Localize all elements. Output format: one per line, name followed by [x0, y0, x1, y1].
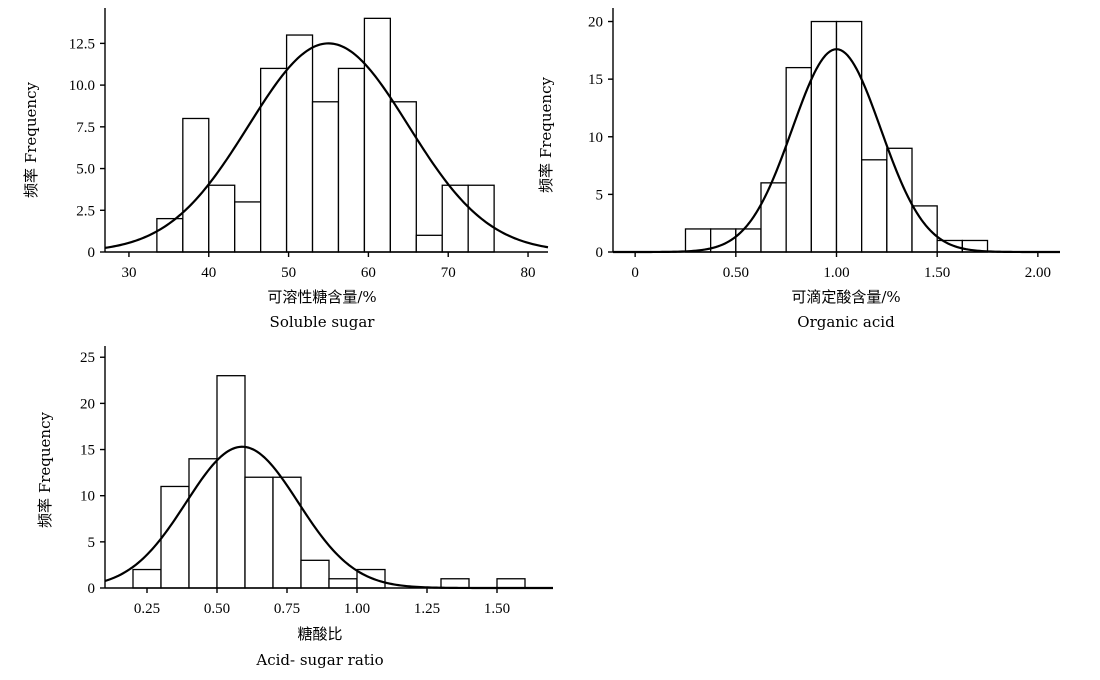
organic-acid-x-axis-label-cn: 可滴定酸含量/%	[791, 288, 900, 306]
acid-sugar-ratio-x-axis-label-en: Acid- sugar ratio	[255, 651, 383, 669]
acid-sugar-ratio-bar	[132, 568, 162, 589]
soluble-sugar-bar	[208, 184, 236, 253]
organic-acid-x-axis-label-en: Organic acid	[797, 313, 895, 331]
acid-sugar-ratio-y-tick-label: 5	[88, 535, 96, 551]
soluble-sugar-x-axis-label-en: Soluble sugar	[270, 313, 376, 331]
acid-sugar-ratio-x-tick-label: 1.50	[484, 601, 510, 617]
acid-sugar-ratio-x-axis-label-cn: 糖酸比	[297, 625, 342, 643]
acid-sugar-ratio-bar	[160, 485, 190, 589]
histogram-soluble-sugar: 0 2.5 5.0 7.5 10.0 12.5 30 40 50 60 70 80 频率 Frequen…	[22, 8, 549, 331]
soluble-sugar-y-axis-label: 频率 Frequency	[22, 82, 40, 198]
organic-acid-y-tick-label: 5	[596, 187, 604, 203]
acid-sugar-ratio-x-tick-label: 1.00	[344, 601, 370, 617]
soluble-sugar-normal-curve	[104, 42, 549, 249]
soluble-sugar-y-tick-label: 10.0	[69, 78, 95, 94]
soluble-sugar-bar	[285, 34, 314, 253]
acid-sugar-ratio-bar	[440, 578, 470, 589]
soluble-sugar-x-tick-label: 80	[521, 265, 536, 281]
soluble-sugar-bar	[389, 101, 417, 253]
acid-sugar-ratio-x-tick-label: 1.25	[414, 601, 440, 617]
soluble-sugar-x-tick-label: 30	[121, 265, 136, 281]
soluble-sugar-y-tick-label: 2.5	[76, 203, 95, 219]
organic-acid-x-tick-label: 0	[631, 265, 639, 281]
organic-acid-y-tick-label: 10	[588, 130, 603, 146]
organic-acid-normal-curve	[613, 48, 1060, 254]
acid-sugar-ratio-bar	[272, 476, 302, 589]
acid-sugar-ratio-bar	[188, 458, 218, 589]
soluble-sugar-bar	[234, 201, 262, 253]
acid-sugar-ratio-y-tick-label: 0	[88, 581, 96, 597]
soluble-sugar-x-tick-label: 70	[441, 265, 456, 281]
acid-sugar-ratio-bar	[328, 578, 358, 589]
acid-sugar-ratio-bar	[244, 476, 274, 589]
organic-acid-bar	[810, 20, 838, 253]
organic-acid-y-tick-label: 15	[588, 72, 603, 88]
acid-sugar-ratio-bar	[216, 375, 246, 589]
acid-sugar-ratio-x-tick-label: 0.75	[274, 601, 300, 617]
soluble-sugar-x-tick-label: 60	[361, 265, 376, 281]
acid-sugar-ratio-x-tick-label: 0.50	[204, 601, 230, 617]
organic-acid-bar	[760, 182, 787, 253]
acid-sugar-ratio-y-tick-label: 20	[80, 396, 95, 412]
organic-acid-y-tick-label: 20	[588, 15, 603, 31]
acid-sugar-ratio-bar	[300, 559, 330, 589]
organic-acid-x-tick-label: 1.50	[924, 265, 950, 281]
organic-acid-bar	[785, 66, 812, 253]
soluble-sugar-y-tick-label: 7.5	[76, 120, 95, 136]
soluble-sugar-bar	[311, 101, 340, 253]
organic-acid-x-tick-label: 1.00	[823, 265, 849, 281]
soluble-sugar-bar	[363, 17, 392, 253]
organic-acid-bar	[861, 159, 888, 253]
histogram-organic-acid: 0 5 10 15 20 0 0.50 1.00 1.50 2.00 频率 Frequency 可滴定…	[537, 8, 1060, 331]
acid-sugar-ratio-bar	[496, 578, 526, 589]
soluble-sugar-y-tick-label: 0	[88, 245, 96, 261]
soluble-sugar-bar	[415, 234, 443, 253]
soluble-sugar-y-tick-label: 5.0	[76, 162, 95, 178]
soluble-sugar-bar	[441, 184, 469, 253]
organic-acid-bar	[936, 239, 963, 253]
organic-acid-x-tick-label: 0.50	[723, 265, 749, 281]
soluble-sugar-y-tick-label: 12.5	[69, 36, 95, 52]
acid-sugar-ratio-y-axis-label: 频率 Frequency	[36, 412, 54, 528]
organic-acid-bar	[886, 147, 913, 253]
acid-sugar-ratio-y-tick-label: 25	[80, 350, 95, 366]
soluble-sugar-bar	[337, 67, 366, 253]
soluble-sugar-bar	[259, 67, 288, 253]
organic-acid-bar	[911, 205, 938, 253]
organic-acid-y-axis-label: 频率 Frequency	[537, 77, 555, 193]
soluble-sugar-x-tick-label: 40	[201, 265, 216, 281]
acid-sugar-ratio-x-tick-label: 0.25	[134, 601, 160, 617]
soluble-sugar-x-axis-label-cn: 可溶性糖含量/%	[267, 288, 376, 306]
organic-acid-y-tick-label: 0	[596, 245, 604, 261]
organic-acid-x-tick-label: 2.00	[1025, 265, 1051, 281]
acid-sugar-ratio-y-tick-label: 15	[80, 443, 95, 459]
acid-sugar-ratio-y-tick-label: 10	[80, 489, 95, 505]
histogram-acid-sugar-ratio: 0 5 10 15 20 25 0.25 0.50 0.75 1.00 1.25 1.50 频率 Fre…	[36, 346, 553, 669]
soluble-sugar-bar	[182, 117, 210, 253]
soluble-sugar-x-tick-label: 50	[281, 265, 296, 281]
organic-acid-bar	[835, 20, 863, 253]
